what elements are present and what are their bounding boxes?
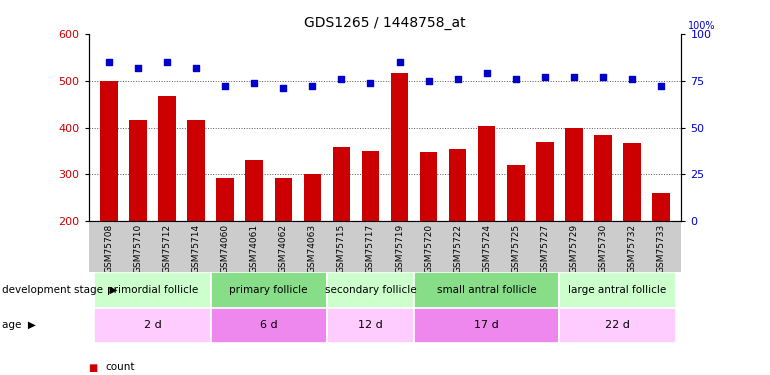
Bar: [478, 126, 495, 221]
Point: [161, 59, 173, 65]
Point: [567, 74, 580, 80]
Text: GSM75725: GSM75725: [511, 224, 521, 273]
Text: GSM75727: GSM75727: [541, 224, 549, 273]
Text: primary follicle: primary follicle: [229, 285, 308, 295]
Bar: [565, 128, 583, 221]
Text: GSM74063: GSM74063: [308, 224, 316, 273]
Bar: [536, 142, 554, 221]
Bar: [414, 272, 559, 308]
Text: 6 d: 6 d: [260, 320, 277, 330]
Text: small antral follicle: small antral follicle: [437, 285, 537, 295]
Text: GSM74061: GSM74061: [249, 224, 259, 273]
Text: GSM75719: GSM75719: [395, 224, 404, 273]
Text: secondary follicle: secondary follicle: [325, 285, 417, 295]
Point: [219, 83, 231, 89]
Bar: [594, 135, 611, 221]
Text: GSM75732: GSM75732: [628, 224, 637, 273]
Bar: [391, 73, 408, 221]
Bar: [303, 174, 321, 221]
Point: [655, 83, 668, 89]
Point: [248, 80, 260, 86]
Text: GSM75730: GSM75730: [598, 224, 608, 273]
Point: [132, 64, 144, 70]
Point: [597, 74, 609, 80]
Point: [539, 74, 551, 80]
Text: primordial follicle: primordial follicle: [107, 285, 198, 295]
Text: ■: ■: [89, 363, 98, 372]
Text: GSM75710: GSM75710: [133, 224, 142, 273]
Point: [277, 85, 290, 91]
Point: [190, 64, 203, 70]
Bar: [216, 178, 234, 221]
Text: age  ▶: age ▶: [2, 320, 35, 330]
Bar: [129, 120, 146, 221]
Point: [451, 76, 464, 82]
Bar: [211, 308, 327, 343]
Text: 17 d: 17 d: [474, 320, 499, 330]
Bar: [95, 308, 211, 343]
Bar: [507, 165, 524, 221]
Text: GSM75715: GSM75715: [337, 224, 346, 273]
Text: GSM75717: GSM75717: [366, 224, 375, 273]
Bar: [275, 178, 292, 221]
Text: GSM75714: GSM75714: [192, 224, 201, 273]
Bar: [187, 120, 205, 221]
Point: [102, 59, 115, 65]
Text: GSM75712: GSM75712: [162, 224, 172, 273]
Bar: [95, 272, 211, 308]
Bar: [362, 151, 379, 221]
Bar: [624, 142, 641, 221]
Point: [480, 70, 493, 76]
Bar: [246, 160, 263, 221]
Bar: [100, 81, 118, 221]
Point: [393, 59, 406, 65]
Bar: [211, 272, 327, 308]
Point: [364, 80, 377, 86]
Text: GSM75722: GSM75722: [454, 224, 462, 273]
Bar: [559, 272, 675, 308]
Bar: [159, 96, 176, 221]
Text: GSM75729: GSM75729: [569, 224, 578, 273]
Bar: [449, 148, 467, 221]
Title: GDS1265 / 1448758_at: GDS1265 / 1448758_at: [304, 16, 466, 30]
Point: [335, 76, 347, 82]
Text: 100%: 100%: [688, 21, 716, 31]
Bar: [333, 147, 350, 221]
Point: [306, 83, 319, 89]
Bar: [652, 193, 670, 221]
Text: development stage  ▶: development stage ▶: [2, 285, 117, 295]
Text: GSM75733: GSM75733: [657, 224, 665, 273]
Text: GSM75720: GSM75720: [424, 224, 433, 273]
Bar: [327, 308, 414, 343]
Bar: [414, 308, 559, 343]
Point: [510, 76, 522, 82]
Text: large antral follicle: large antral follicle: [568, 285, 667, 295]
Point: [423, 78, 435, 84]
Text: count: count: [105, 363, 135, 372]
Bar: [420, 152, 437, 221]
Bar: [327, 272, 414, 308]
Text: GSM75708: GSM75708: [105, 224, 113, 273]
Text: 12 d: 12 d: [358, 320, 383, 330]
Text: GSM74060: GSM74060: [221, 224, 229, 273]
Text: GSM75724: GSM75724: [482, 224, 491, 273]
Text: GSM74062: GSM74062: [279, 224, 288, 273]
Point: [626, 76, 638, 82]
Bar: [559, 308, 675, 343]
Text: 22 d: 22 d: [605, 320, 630, 330]
Text: 2 d: 2 d: [144, 320, 162, 330]
